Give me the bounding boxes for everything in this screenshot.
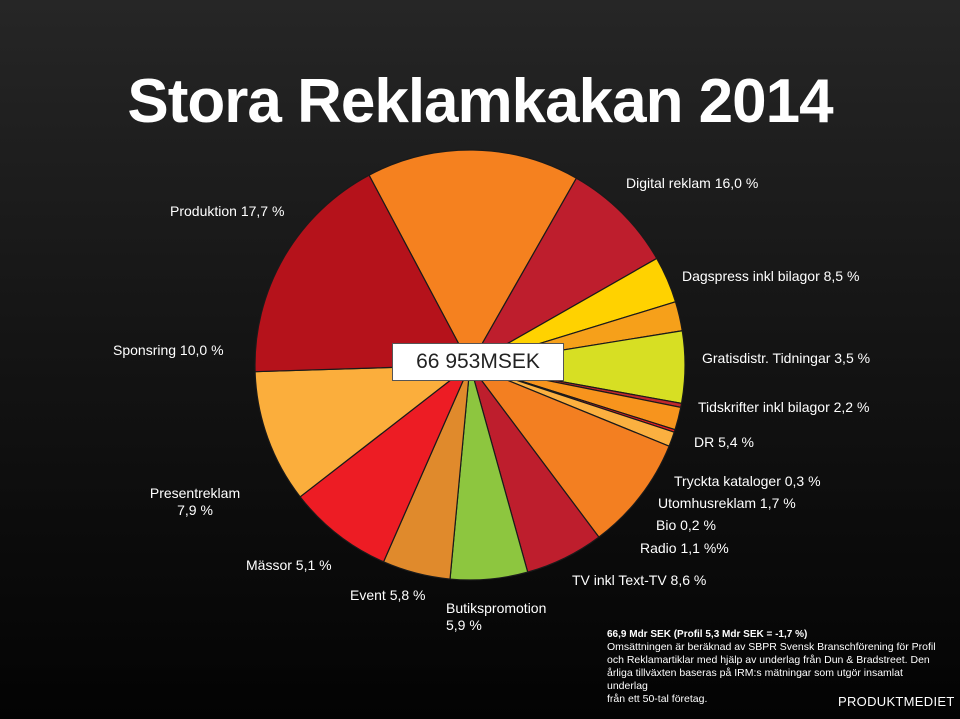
slice-label: Digital reklam 16,0 %: [626, 175, 758, 192]
slice-label: Sponsring 10,0 %: [113, 342, 224, 359]
slice-label-line: Utomhusreklam 1,7 %: [658, 495, 796, 511]
slice-label-line: Presentreklam: [149, 485, 241, 501]
footnote-line: Omsättningen är beräknad av SBPR Svensk …: [607, 641, 936, 653]
slice-label: Radio 1,1 %%: [640, 540, 729, 557]
total-label: 66 953MSEK: [392, 343, 564, 381]
pie-slice: [468, 363, 670, 538]
pie-slice: [254, 174, 471, 373]
slice-label-line: Bio 0,2 %: [656, 517, 716, 533]
slice-label-line: Sponsring 10,0 %: [113, 342, 224, 358]
slice-label-line: DR 5,4 %: [694, 434, 754, 450]
slice-label: Mässor 5,1 %: [246, 557, 332, 574]
slice-label-line: Mässor 5,1 %: [246, 557, 332, 573]
slice-label: Bio 0,2 %: [656, 517, 716, 534]
slice-label: TV inkl Text-TV 8,6 %: [572, 572, 706, 589]
slice-label-line: Butikspromotion: [446, 600, 547, 616]
slice-label-line: Produktion 17,7 %: [170, 203, 285, 219]
slice-label: DR 5,4 %: [694, 434, 754, 451]
slice-label-line: Tryckta kataloger 0,3 %: [674, 473, 821, 489]
slice-label: Butikspromotion 5,9 %: [446, 600, 546, 634]
slice-label-line: Radio 1,1 %%: [640, 540, 729, 556]
footnote-line: årliga tillväxten baseras på IRM:s mätni…: [607, 667, 903, 692]
footnote-line: och Reklamartiklar med hjälp av underlag…: [607, 654, 930, 666]
footnote-heading: 66,9 Mdr SEK (Profil 5,3 Mdr SEK = -1,7 …: [607, 629, 808, 640]
slice-label-line: Event 5,8 %: [350, 587, 426, 603]
brand-logo-text: PRODUKTMEDIET: [838, 694, 955, 709]
pie-slice: [368, 149, 578, 367]
slice-label: Event 5,8 %: [350, 587, 426, 604]
slice-label-line: Digital reklam 16,0 %: [626, 175, 759, 191]
slice-label-line: Dagspress inkl bilagor 8,5 %: [682, 268, 860, 284]
pie-slice: [299, 364, 471, 563]
footnote-line: från ett 50-tal företag.: [607, 693, 708, 705]
slice-label-line: 5,9 %: [446, 617, 482, 633]
footnote: 66,9 Mdr SEK (Profil 5,3 Mdr SEK = -1,7 …: [607, 628, 942, 706]
pie-slice: [468, 177, 658, 367]
slice-label: Tidskrifter inkl bilagor 2,2 %: [698, 399, 869, 416]
slice-label: Gratisdistr. Tidningar 3,5 %: [702, 350, 870, 367]
slice-label: Utomhusreklam 1,7 %: [658, 495, 796, 512]
slice-label-line: 7,9 %: [177, 502, 213, 518]
slice-label-line: TV inkl Text-TV 8,6 %: [572, 572, 707, 588]
slice-label-line: Gratisdistr. Tidningar 3,5 %: [702, 350, 871, 366]
slice-label-line: Tidskrifter inkl bilagor 2,2 %: [698, 399, 870, 415]
slice-label: Produktion 17,7 %: [170, 203, 284, 220]
pie-slice: [254, 364, 472, 498]
slice-label: Presentreklam 7,9 %: [145, 485, 245, 519]
slice-label: Dagspress inkl bilagor 8,5 %: [682, 268, 859, 285]
slide-title: Stora Reklamkakan 2014: [127, 67, 833, 136]
slice-label: Tryckta kataloger 0,3 %: [674, 473, 821, 490]
